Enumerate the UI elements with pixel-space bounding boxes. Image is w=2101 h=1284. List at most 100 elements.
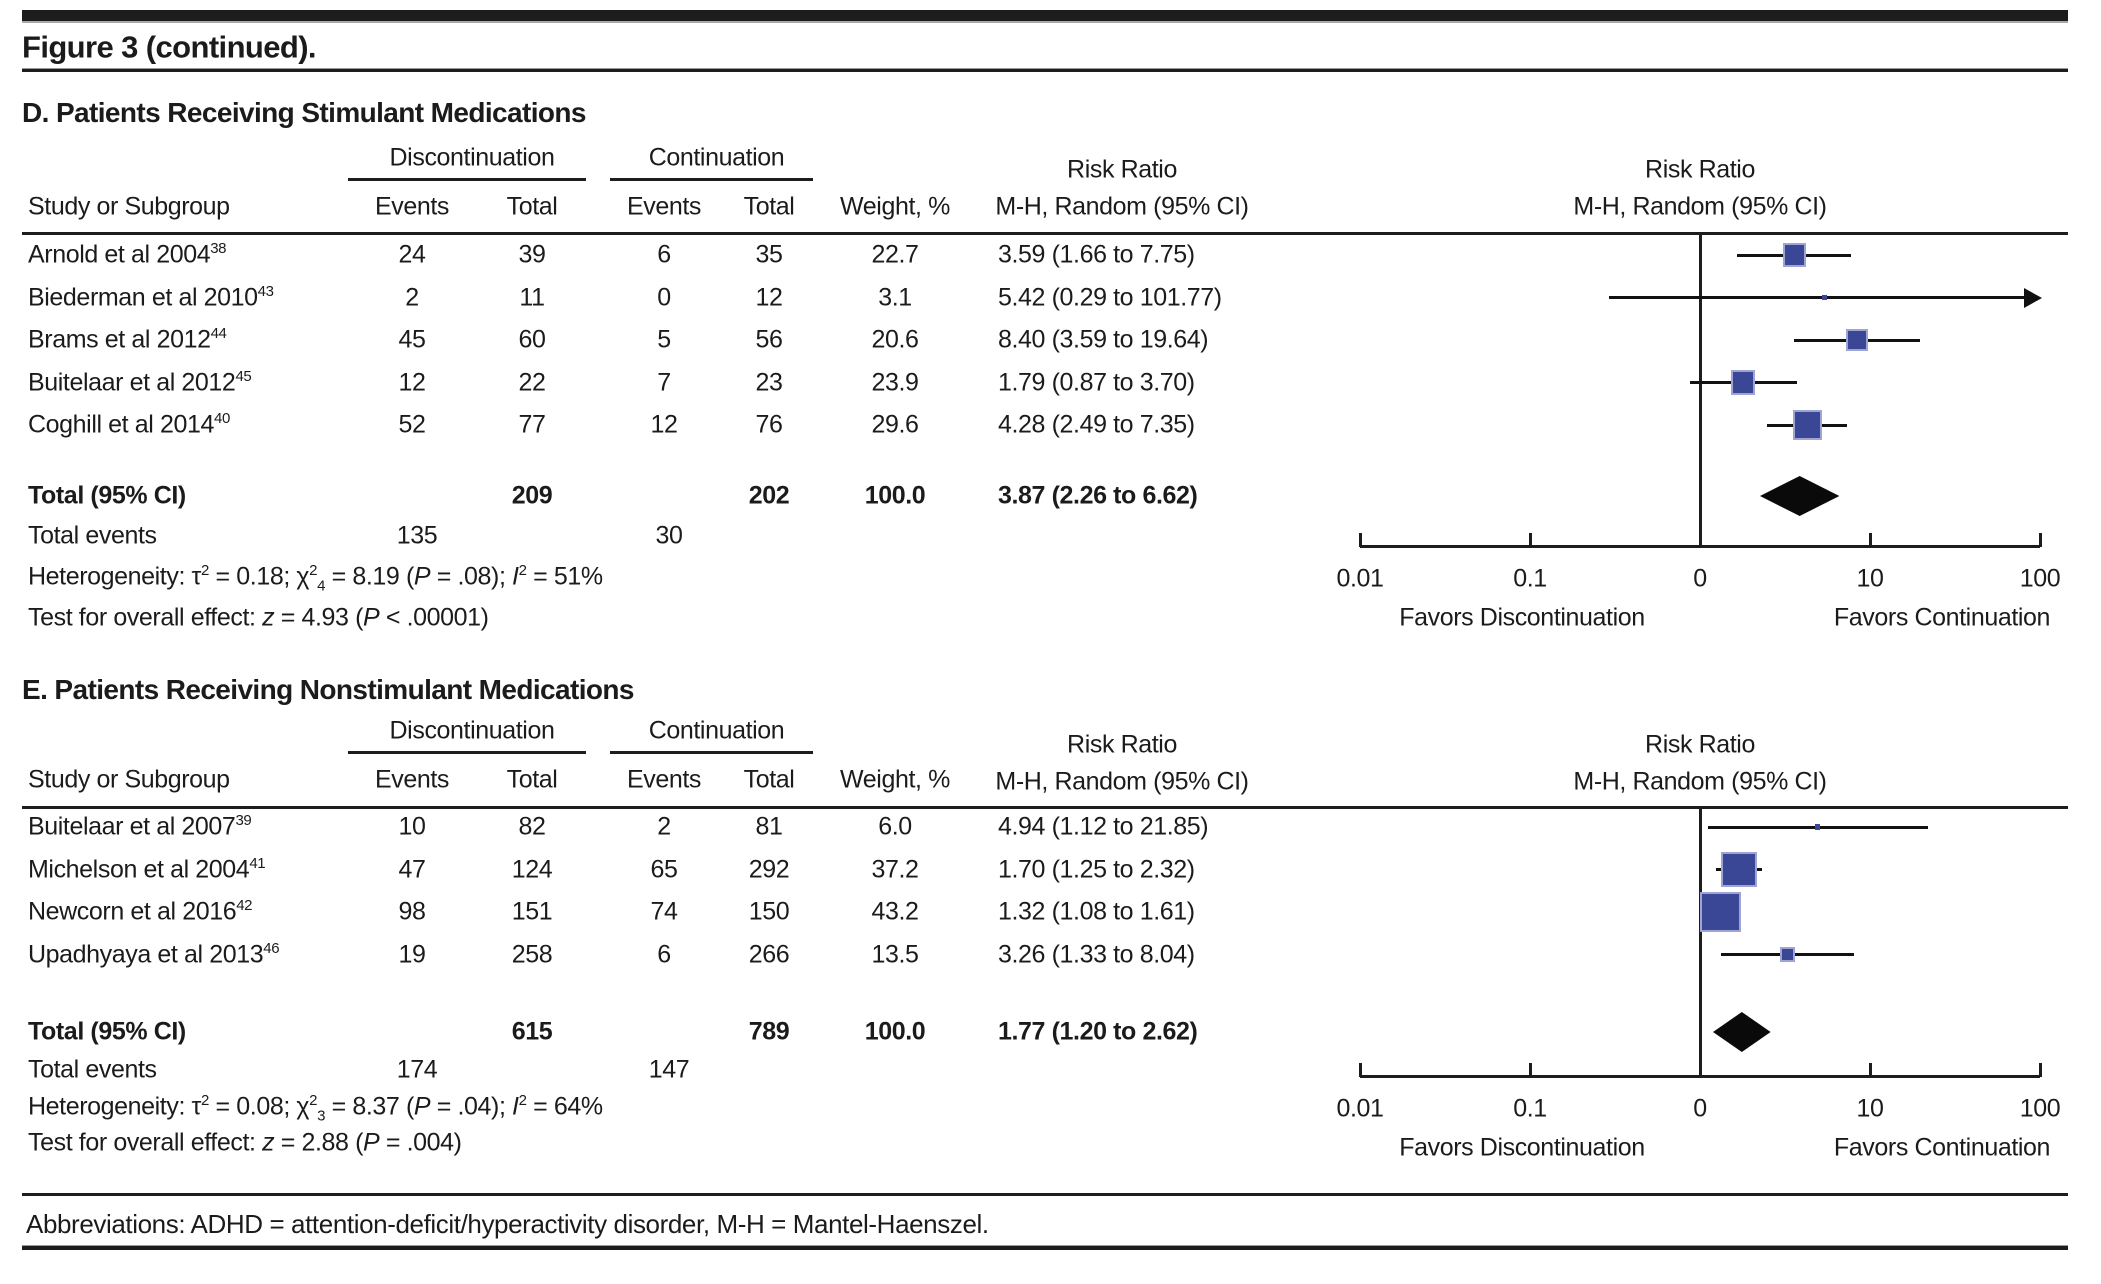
- footer-rule-top: [22, 1193, 2068, 1196]
- cell-d-events: 52: [398, 410, 426, 439]
- continuation-underline: [610, 751, 813, 754]
- plot-zero-line: [1698, 234, 1702, 545]
- cell-rr-ci: 1.70 (1.25 to 2.32): [998, 855, 1195, 883]
- cell-d-events: 47: [398, 855, 426, 883]
- cell-c-total: 35: [755, 240, 783, 269]
- cell-c-total: 292: [748, 855, 790, 883]
- col-header-rr-title: Risk Ratio: [1067, 730, 1177, 759]
- panel-title: D. Patients Receiving Stimulant Medicati…: [22, 97, 586, 128]
- cell-weight: 6.0: [878, 812, 912, 841]
- overall-effect-test: Test for overall effect: z = 2.88 (P = .…: [28, 1128, 462, 1157]
- cell-rr-ci: 8.40 (3.59 to 19.64): [998, 325, 1209, 354]
- axis-tick: [1358, 533, 1362, 547]
- cell-c-total: 12: [755, 283, 783, 311]
- overall-effect-test: Test for overall effect: z = 4.93 (P < .…: [28, 603, 489, 632]
- cell-weight: 13.5: [871, 940, 919, 968]
- cell-c-events: 12: [650, 410, 678, 439]
- study-reference-number: 45: [235, 367, 252, 385]
- axis-tick: [1868, 1063, 1872, 1077]
- cell-c-total: 81: [755, 812, 783, 841]
- study-reference-number: 38: [210, 240, 227, 258]
- study-label: Biederman et al 201043: [28, 282, 274, 311]
- study-weight-square: [1781, 948, 1793, 961]
- cell-c-events: 65: [650, 855, 678, 883]
- study-label: Arnold et al 200438: [28, 240, 227, 269]
- axis-tick: [1698, 1063, 1702, 1077]
- study-reference-number: 41: [249, 854, 266, 872]
- col-header-c-events: Events: [626, 765, 702, 794]
- plot-header-rr-title: Risk Ratio: [1645, 730, 1755, 759]
- cell-d-total: 258: [511, 940, 553, 968]
- study-weight-square: [1794, 412, 1820, 438]
- cell-weight: 29.6: [871, 410, 919, 439]
- col-header-rr-title: Risk Ratio: [1067, 155, 1177, 184]
- summary-diamond: [1713, 1012, 1772, 1052]
- cell-weight: 3.1: [878, 283, 912, 311]
- plot-header-rr-subtitle: M-H, Random (95% CI): [1573, 192, 1827, 221]
- cell-weight: 43.2: [871, 897, 919, 926]
- axis-tick-label: 0: [1693, 1094, 1707, 1123]
- col-header-c-total: Total: [743, 765, 795, 794]
- study-name: Newcorn et al 2016: [28, 897, 237, 926]
- cell-d-events: 10: [398, 812, 426, 841]
- study-name: Coghill et al 2014: [28, 410, 214, 439]
- study-name: Upadhyaya et al 2013: [28, 940, 264, 968]
- col-header-weight: Weight, %: [840, 192, 950, 221]
- plot-zero-line: [1698, 808, 1702, 1075]
- cell-c-events: 7: [657, 368, 671, 396]
- study-weight-square: [1702, 893, 1739, 931]
- study-reference-number: 43: [257, 282, 274, 300]
- total-rr-ci: 1.77 (1.20 to 2.62): [998, 1017, 1198, 1046]
- plot-header-rr-title: Risk Ratio: [1645, 155, 1755, 184]
- total-c-total: 789: [748, 1017, 790, 1046]
- cell-c-events: 0: [657, 283, 671, 311]
- study-weight-square: [1732, 372, 1754, 393]
- axis-tick-label: 100: [2019, 564, 2061, 593]
- axis-tick: [2038, 533, 2042, 547]
- cell-d-events: 2: [405, 283, 419, 311]
- title-rule: [22, 68, 2068, 72]
- cell-rr-ci: 4.28 (2.49 to 7.35): [998, 410, 1195, 439]
- cell-c-events: 5: [657, 325, 671, 354]
- total-events-d: 135: [396, 521, 438, 550]
- plot-header-rr-subtitle: M-H, Random (95% CI): [1573, 767, 1827, 796]
- heterogeneity-stats: Heterogeneity: τ2 = 0.18; χ24 = 8.19 (P …: [28, 562, 603, 595]
- cell-d-total: 77: [518, 410, 546, 439]
- study-weight-square: [1848, 331, 1866, 349]
- heterogeneity-stats: Heterogeneity: τ2 = 0.08; χ23 = 8.37 (P …: [28, 1092, 603, 1125]
- abbreviations-note: Abbreviations: ADHD = attention-deficit/…: [26, 1209, 989, 1239]
- study-name: Biederman et al 2010: [28, 283, 258, 311]
- total-events-c: 147: [648, 1055, 690, 1084]
- total-events-c: 30: [655, 521, 683, 550]
- favors-discontinuation-label: Favors Discontinuation: [1399, 1133, 1645, 1162]
- cell-c-total: 76: [755, 410, 783, 439]
- cell-weight: 20.6: [871, 325, 919, 354]
- axis-tick-label: 10: [1856, 564, 1884, 593]
- study-label: Coghill et al 201440: [28, 410, 230, 439]
- cell-c-events: 74: [650, 897, 678, 926]
- cell-d-total: 82: [518, 812, 546, 841]
- cell-rr-ci: 5.42 (0.29 to 101.77): [998, 283, 1222, 311]
- cell-d-total: 124: [511, 855, 553, 883]
- study-reference-number: 42: [236, 897, 253, 915]
- axis-tick: [2038, 1063, 2042, 1077]
- study-label: Newcorn et al 201642: [28, 897, 253, 926]
- cell-d-total: 11: [519, 283, 545, 311]
- col-header-d-total: Total: [506, 765, 558, 794]
- cell-rr-ci: 3.26 (1.33 to 8.04): [998, 940, 1195, 968]
- total-d-total: 209: [511, 481, 553, 510]
- total-d-total: 615: [511, 1017, 553, 1046]
- cell-weight: 37.2: [871, 855, 919, 883]
- study-name: Arnold et al 2004: [28, 240, 211, 269]
- cell-d-events: 19: [398, 940, 426, 968]
- study-label: Buitelaar et al 200739: [28, 813, 252, 840]
- study-reference-number: 46: [263, 939, 280, 957]
- cell-d-total: 39: [518, 240, 546, 269]
- col-group-continuation: Continuation: [648, 716, 785, 745]
- study-label: Upadhyaya et al 201346: [28, 939, 280, 968]
- cell-rr-ci: 4.94 (1.12 to 21.85): [998, 812, 1209, 841]
- favors-discontinuation-label: Favors Discontinuation: [1399, 603, 1645, 632]
- col-header-d-events: Events: [374, 192, 450, 221]
- cell-d-events: 12: [398, 368, 426, 396]
